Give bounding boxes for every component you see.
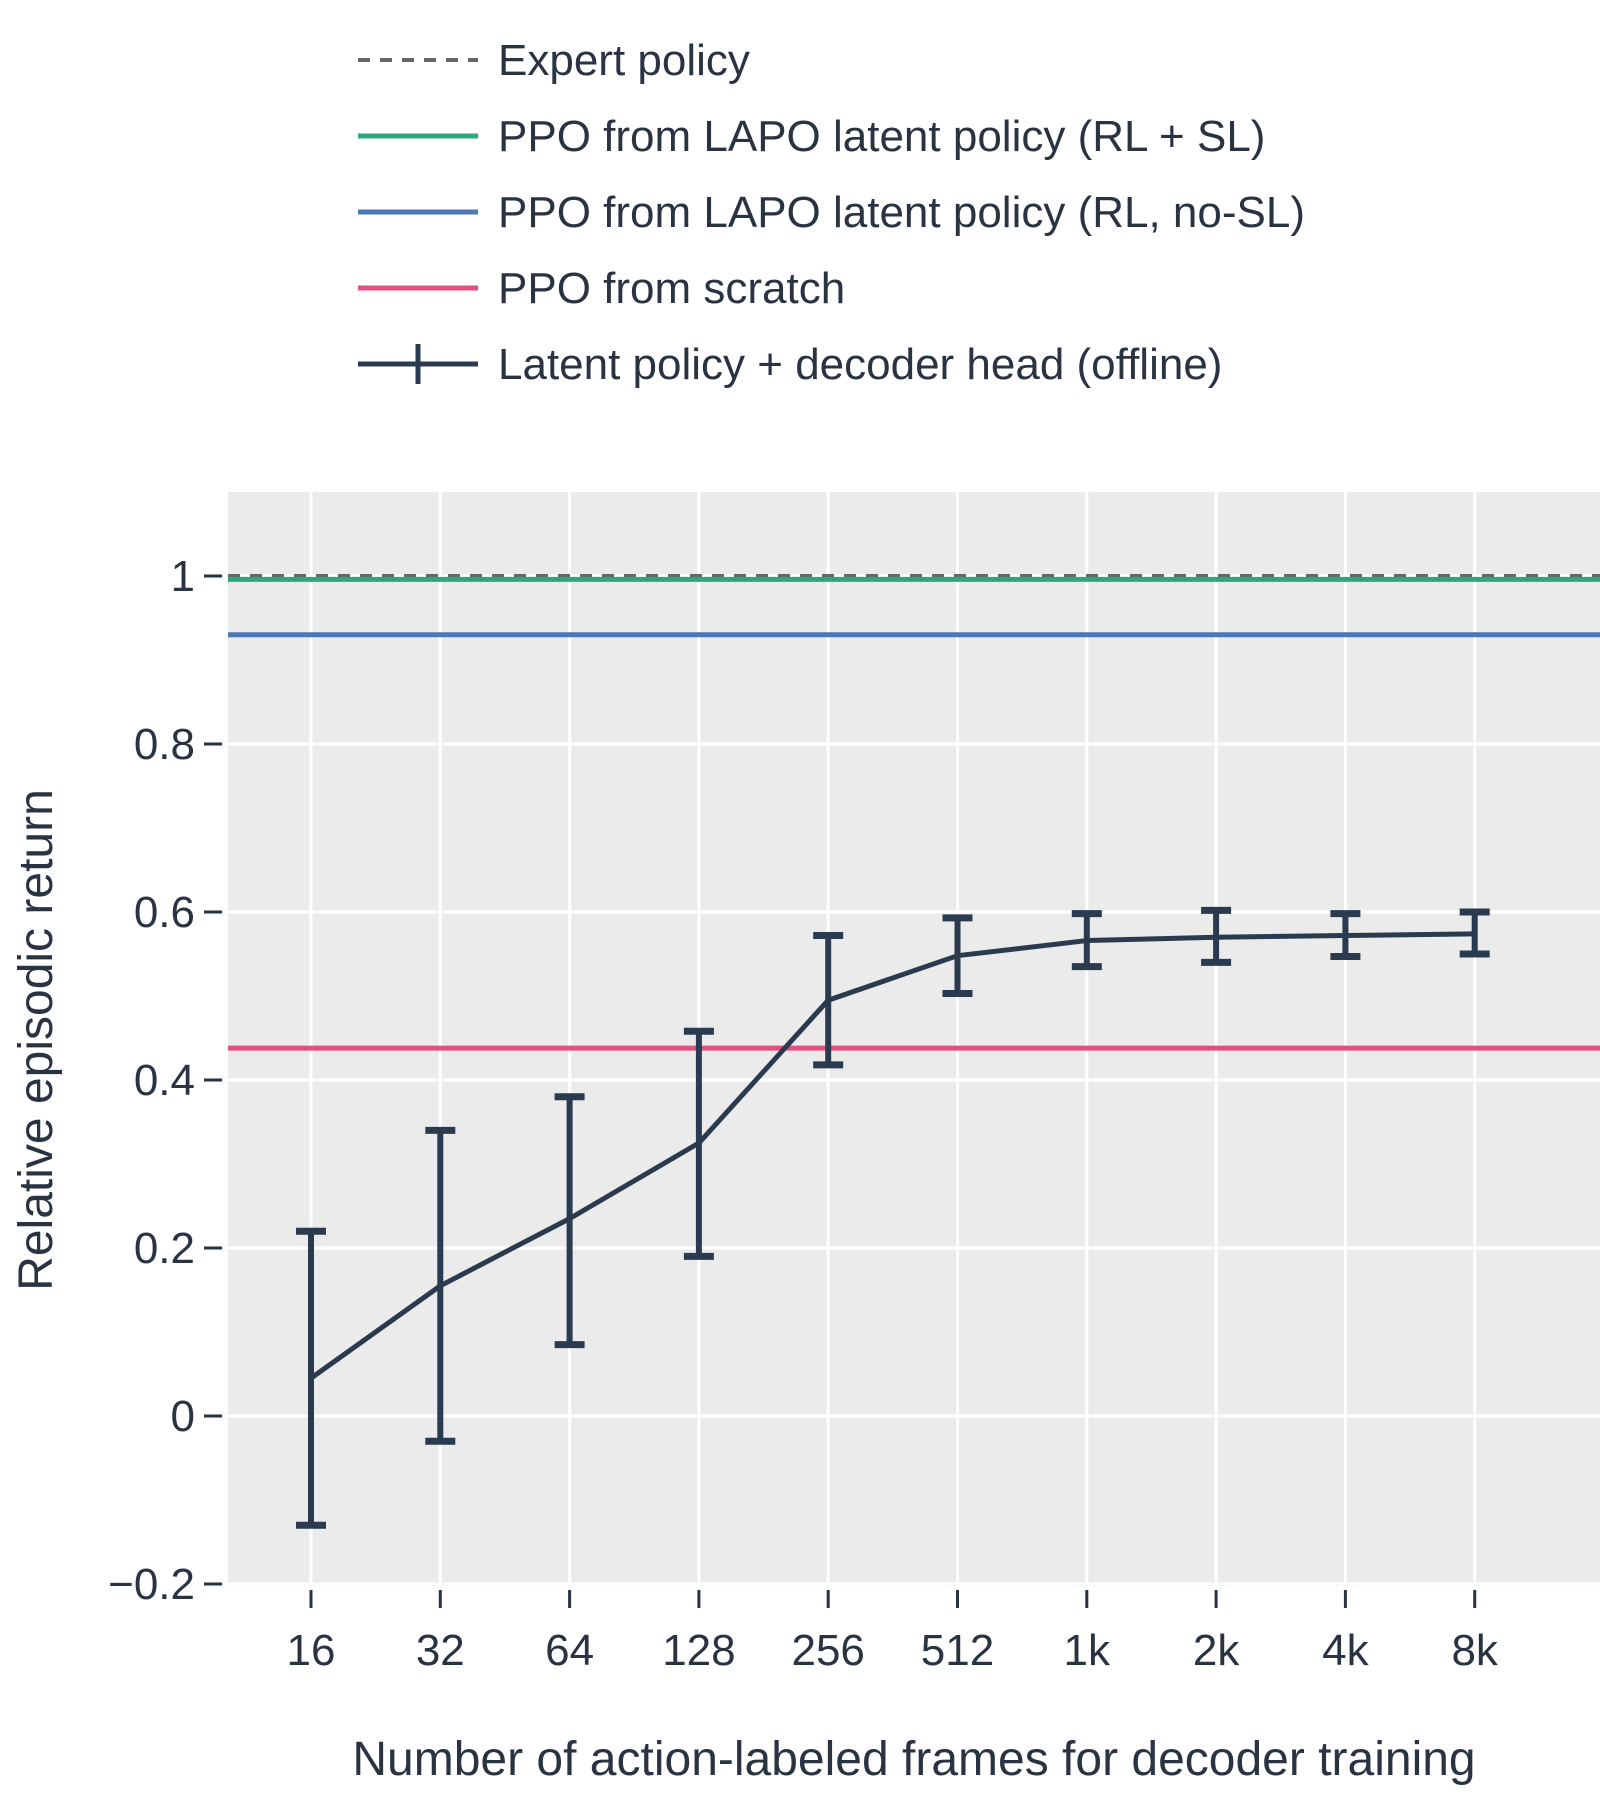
- x-tick-label: 512: [921, 1626, 994, 1675]
- y-axis-label: Relative episodic return: [10, 789, 63, 1291]
- x-tick-label: 64: [545, 1626, 594, 1675]
- reference-lines: [228, 574, 1600, 1051]
- plot-area: [228, 492, 1600, 1586]
- x-tick-label: 256: [791, 1626, 864, 1675]
- y-tick-label: −0.2: [108, 1560, 195, 1609]
- legend-label-2: PPO from LAPO latent policy (RL, no-SL): [498, 188, 1305, 237]
- x-axis-label: Number of action-labeled frames for deco…: [352, 1733, 1475, 1786]
- series-line-0: [309, 931, 1475, 1381]
- y-tick-label: 1: [171, 552, 195, 601]
- legend: Expert policy PPO from LAPO latent policy…: [358, 36, 1305, 389]
- x-tick-label: 128: [662, 1626, 735, 1675]
- x-tick-label: 1k: [1064, 1626, 1111, 1675]
- grid: [228, 492, 1600, 1586]
- legend-label-4: Latent policy + decoder head (offline): [498, 340, 1222, 389]
- x-tick-label: 32: [416, 1626, 465, 1675]
- legend-label-0: Expert policy: [498, 36, 750, 85]
- legend-label-3: PPO from scratch: [498, 264, 845, 313]
- x-tick-label: 8k: [1451, 1626, 1498, 1675]
- y-tick-label: 0.4: [134, 1056, 195, 1105]
- x-tick-label: 4k: [1322, 1626, 1369, 1675]
- y-tick-label: 0.8: [134, 720, 195, 769]
- axes: −0.2 0 0.2 0.4 0.6 0.8 1 16 32 64 128 256 512 1k 2k 4k 8…: [108, 552, 1499, 1675]
- y-tick-label: 0.2: [134, 1224, 195, 1273]
- legend-label-1: PPO from LAPO latent policy (RL + SL): [498, 112, 1265, 161]
- x-tick-label: 16: [287, 1626, 336, 1675]
- series-layer: [296, 906, 1490, 1529]
- x-tick-label: 2k: [1193, 1626, 1240, 1675]
- y-tick-label: 0: [171, 1392, 195, 1441]
- y-tick-label: 0.6: [134, 888, 195, 937]
